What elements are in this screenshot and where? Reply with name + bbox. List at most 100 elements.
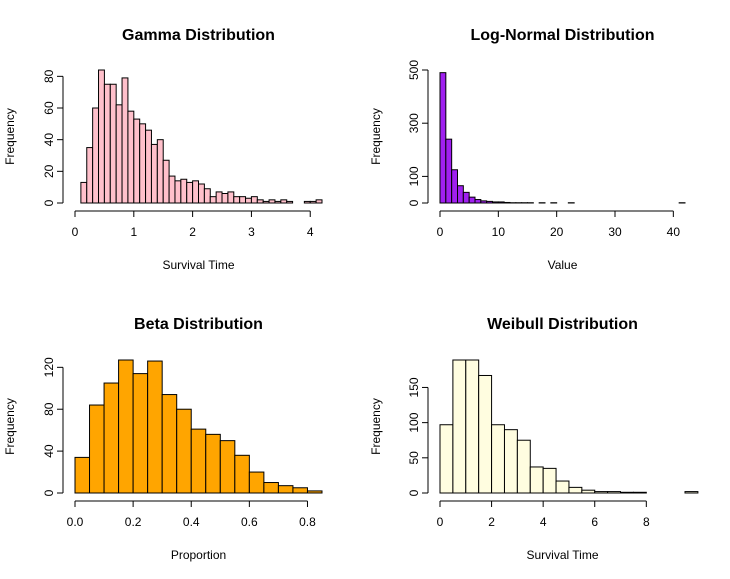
panel-1-bar (250, 196, 258, 204)
panel-1-bar (198, 183, 205, 204)
panel-1-bar (268, 199, 276, 204)
panel-1-x-label: Survival Time (162, 258, 234, 272)
panel-1-bar (186, 181, 194, 204)
panel-4-title: Weibull Distribution (487, 316, 638, 333)
panel-1-y-tick-label: 20 (42, 164, 56, 178)
panel-1-bar (80, 181, 88, 204)
panel-1-bar (209, 196, 217, 204)
panel-1-bar (286, 200, 294, 204)
panel-4-y-tick-label: 50 (407, 451, 421, 465)
panel-3-x-tick-label: 0.8 (299, 515, 316, 529)
panel-2-x-tick-label: 30 (608, 225, 622, 239)
panel-3-bar (161, 394, 178, 494)
panel-1-bar (245, 197, 252, 204)
panel-4-y-label: Frequency (369, 398, 383, 455)
panel-3-x-tick-label: 0.6 (241, 515, 258, 529)
panel-2-bar (451, 169, 458, 204)
panel-4-x-tick-label: 6 (591, 515, 598, 529)
panel-3-y-tick-label: 0 (42, 489, 56, 496)
panel-2-bar (497, 201, 505, 204)
panel-2-bar (503, 201, 511, 204)
panel-1-bar (221, 193, 229, 204)
panel-3-bar (103, 382, 120, 494)
panel-1-bar (150, 143, 158, 204)
panel-3-bar (263, 482, 279, 494)
panel-2-title: Log-Normal Distribution (471, 27, 655, 44)
panel-4-bar (607, 491, 622, 494)
panel-4-bar (555, 480, 570, 494)
panel-3-x-tick-label: 0.0 (67, 515, 84, 529)
panel-2-bar (480, 200, 488, 204)
panel-2-y-tick-label: 500 (407, 60, 421, 80)
panel-4-x-tick-label: 8 (643, 515, 650, 529)
panel-3-y-label: Frequency (3, 398, 17, 455)
panel-1-bar (174, 180, 182, 204)
panel-3-bar (219, 440, 236, 494)
panel-1-bar (315, 199, 323, 204)
panel-3-bar (292, 487, 308, 494)
panel-4-bar (491, 424, 505, 494)
panel-1-bar (109, 83, 117, 204)
panel-2-x-tick-label: 10 (492, 225, 506, 239)
panel-2-bar (445, 138, 453, 204)
panel-2-y-tick-label: 100 (407, 166, 421, 186)
panel-1-bar (86, 147, 94, 204)
panel-3-x-tick-label: 0.4 (183, 515, 200, 529)
panel-1-bar (180, 178, 188, 204)
panel-2-y-label: Frequency (369, 108, 383, 165)
panel-2-bar (468, 196, 476, 204)
panel-3-bar (74, 456, 91, 494)
panel-1-x-tick-label: 2 (189, 225, 196, 239)
panel-4-x-label: Survival Time (526, 548, 598, 562)
panel-3-bar (147, 360, 163, 494)
panel-1-bar (139, 123, 147, 204)
panel-2-bar (462, 191, 470, 204)
panel-1-bar (145, 129, 152, 204)
panel-3-bar (248, 471, 265, 494)
panel-3-y-tick-label: 40 (42, 444, 56, 458)
panel-3-bar (190, 428, 207, 494)
panel-1-bar (262, 200, 270, 204)
panel-2-x-tick-label: 0 (437, 225, 444, 239)
panel-2-x-tick-label: 40 (667, 225, 681, 239)
panel-3-bar (306, 490, 323, 494)
panel-4-bar (568, 486, 583, 494)
panel-1-bar (256, 199, 264, 204)
panel-1-bar (103, 83, 111, 204)
panel-1-bar (309, 200, 317, 204)
panel-3-bar (205, 433, 221, 494)
panel-4-bar (529, 466, 544, 494)
panel-3-bar (89, 404, 105, 494)
panel-4-x-tick-label: 4 (540, 515, 547, 529)
panel-4-bar (581, 489, 596, 494)
panel-2-y-tick-label: 300 (407, 113, 421, 133)
panel-3-bar (277, 485, 294, 494)
panel-1-y-tick-label: 60 (42, 101, 56, 115)
panel-2-y-tick-label: 0 (407, 199, 421, 206)
panel-3-x-tick-label: 0.2 (125, 515, 142, 529)
panel-4-bar (478, 374, 493, 494)
panel-1-bar (121, 77, 129, 204)
panel-1-bar (98, 69, 105, 204)
panel-4-bar (594, 491, 609, 494)
panel-1-bar (162, 159, 170, 204)
panel-1-x-tick-label: 0 (72, 225, 79, 239)
panel-3-title: Beta Distribution (134, 316, 263, 333)
panel-4-bar (439, 424, 454, 494)
panel-1-title: Gamma Distribution (122, 27, 275, 44)
panel-2-x-label: Value (548, 258, 578, 272)
panel-1-bar (192, 180, 200, 204)
panel-4-bar (684, 491, 699, 494)
panel-3-bar (118, 359, 134, 494)
panel-1-bar (239, 196, 247, 204)
panel-4-bar (465, 359, 480, 494)
panel-2-bar (457, 185, 464, 204)
panel-1-bar (227, 191, 235, 204)
panel-1-y-tick-label: 40 (42, 133, 56, 147)
panel-1-bar (115, 104, 123, 204)
panel-2-bar (492, 201, 499, 204)
panel-3-x-label: Proportion (171, 548, 226, 562)
panel-1-bar (127, 110, 135, 204)
panel-1-y-label: Frequency (3, 108, 17, 165)
